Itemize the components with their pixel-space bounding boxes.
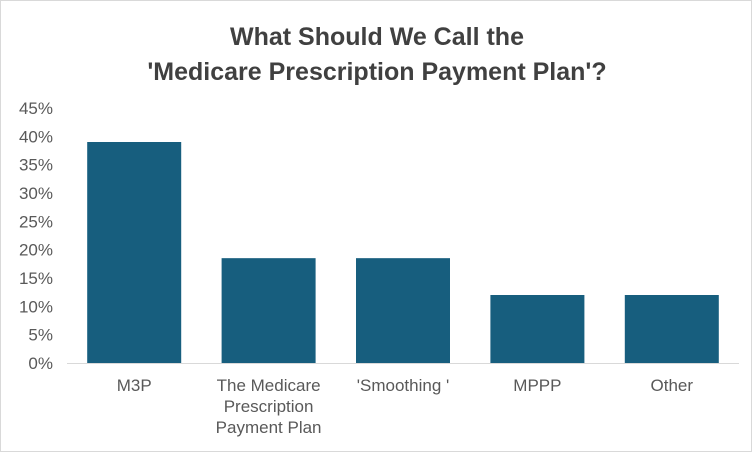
y-tick-label: 10% bbox=[19, 297, 53, 316]
x-category-label-line: MPPP bbox=[513, 376, 561, 395]
x-category-label-line: 'Smoothing ' bbox=[357, 376, 450, 395]
bar bbox=[221, 258, 316, 363]
x-category-label: The Medicare Prescription Payment Plan bbox=[216, 376, 322, 437]
x-category-label-line: Prescription bbox=[224, 397, 314, 416]
y-tick-label: 15% bbox=[19, 269, 53, 288]
x-category-label-line: Other bbox=[651, 376, 694, 395]
y-tick-label: 45% bbox=[19, 99, 53, 118]
y-tick-label: 40% bbox=[19, 127, 53, 146]
y-axis: 0% 5% 10% 15% 20% 25% 30% 35% 40% 45% bbox=[19, 99, 53, 373]
bar bbox=[87, 142, 182, 363]
y-tick-label: 0% bbox=[28, 354, 53, 373]
x-category-label-line: M3P bbox=[117, 376, 152, 395]
chart-title: What Should We Call the 'Medicare Prescr… bbox=[147, 23, 606, 86]
bar bbox=[490, 295, 585, 363]
x-category-label: MPPP bbox=[513, 376, 561, 395]
chart-title-line-1: What Should We Call the bbox=[230, 23, 524, 51]
bar bbox=[624, 295, 719, 363]
x-category-label: Other bbox=[651, 376, 694, 395]
x-category-label: M3P bbox=[117, 376, 152, 395]
y-tick-label: 25% bbox=[19, 212, 53, 231]
bar bbox=[356, 258, 450, 363]
bar-series bbox=[87, 142, 719, 363]
x-category-label: 'Smoothing ' bbox=[357, 376, 450, 395]
y-tick-label: 30% bbox=[19, 184, 53, 203]
y-tick-label: 20% bbox=[19, 241, 53, 260]
y-tick-label: 35% bbox=[19, 156, 53, 175]
x-axis: M3P The Medicare Prescription Payment Plan '… bbox=[117, 376, 694, 437]
y-tick-label: 5% bbox=[28, 326, 53, 345]
x-category-label-line: Payment Plan bbox=[216, 418, 322, 437]
chart-title-line-2: 'Medicare Prescription Payment Plan'? bbox=[147, 58, 606, 86]
x-category-label-line: The Medicare bbox=[217, 376, 321, 395]
